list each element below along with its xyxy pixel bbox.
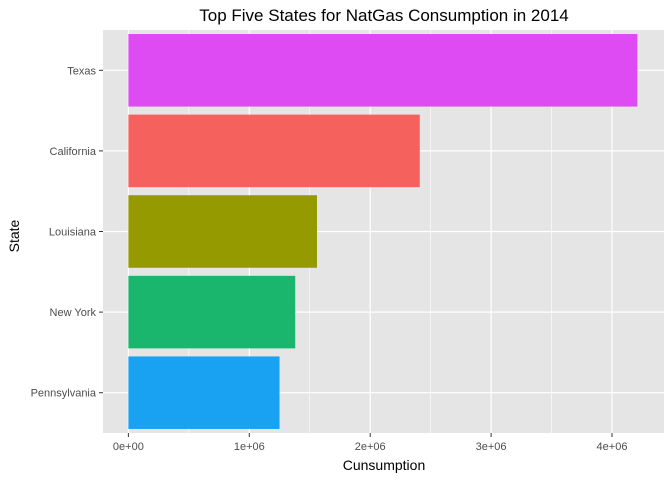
- bar-louisiana: [128, 195, 318, 268]
- bar-texas: [128, 34, 638, 107]
- x-tick-label: 1e+06: [234, 441, 265, 453]
- chart-title: Top Five States for NatGas Consumption i…: [199, 6, 568, 25]
- bars-group: [128, 34, 638, 429]
- x-tick-label: 4e+06: [597, 441, 628, 453]
- y-tick-label: California: [50, 146, 97, 158]
- bar-pennsylvania: [128, 356, 280, 429]
- x-tick-label: 2e+06: [355, 441, 386, 453]
- y-tick-label: Texas: [67, 65, 96, 77]
- bar-new-york: [128, 275, 296, 349]
- x-tick-label: 3e+06: [476, 441, 507, 453]
- x-axis-title: Cunsumption: [343, 457, 426, 473]
- y-tick-label: Pennsylvania: [31, 388, 97, 400]
- x-axis: 0e+00 1e+06 2e+06 3e+06 4e+06: [113, 433, 628, 453]
- y-axis-title: State: [6, 219, 22, 252]
- y-tick-label: Louisiana: [49, 227, 97, 239]
- y-axis: Pennsylvania New York Louisiana California T…: [31, 65, 103, 400]
- bar-california: [128, 114, 420, 188]
- x-tick-label: 0e+00: [113, 441, 144, 453]
- y-tick-label: New York: [50, 307, 97, 319]
